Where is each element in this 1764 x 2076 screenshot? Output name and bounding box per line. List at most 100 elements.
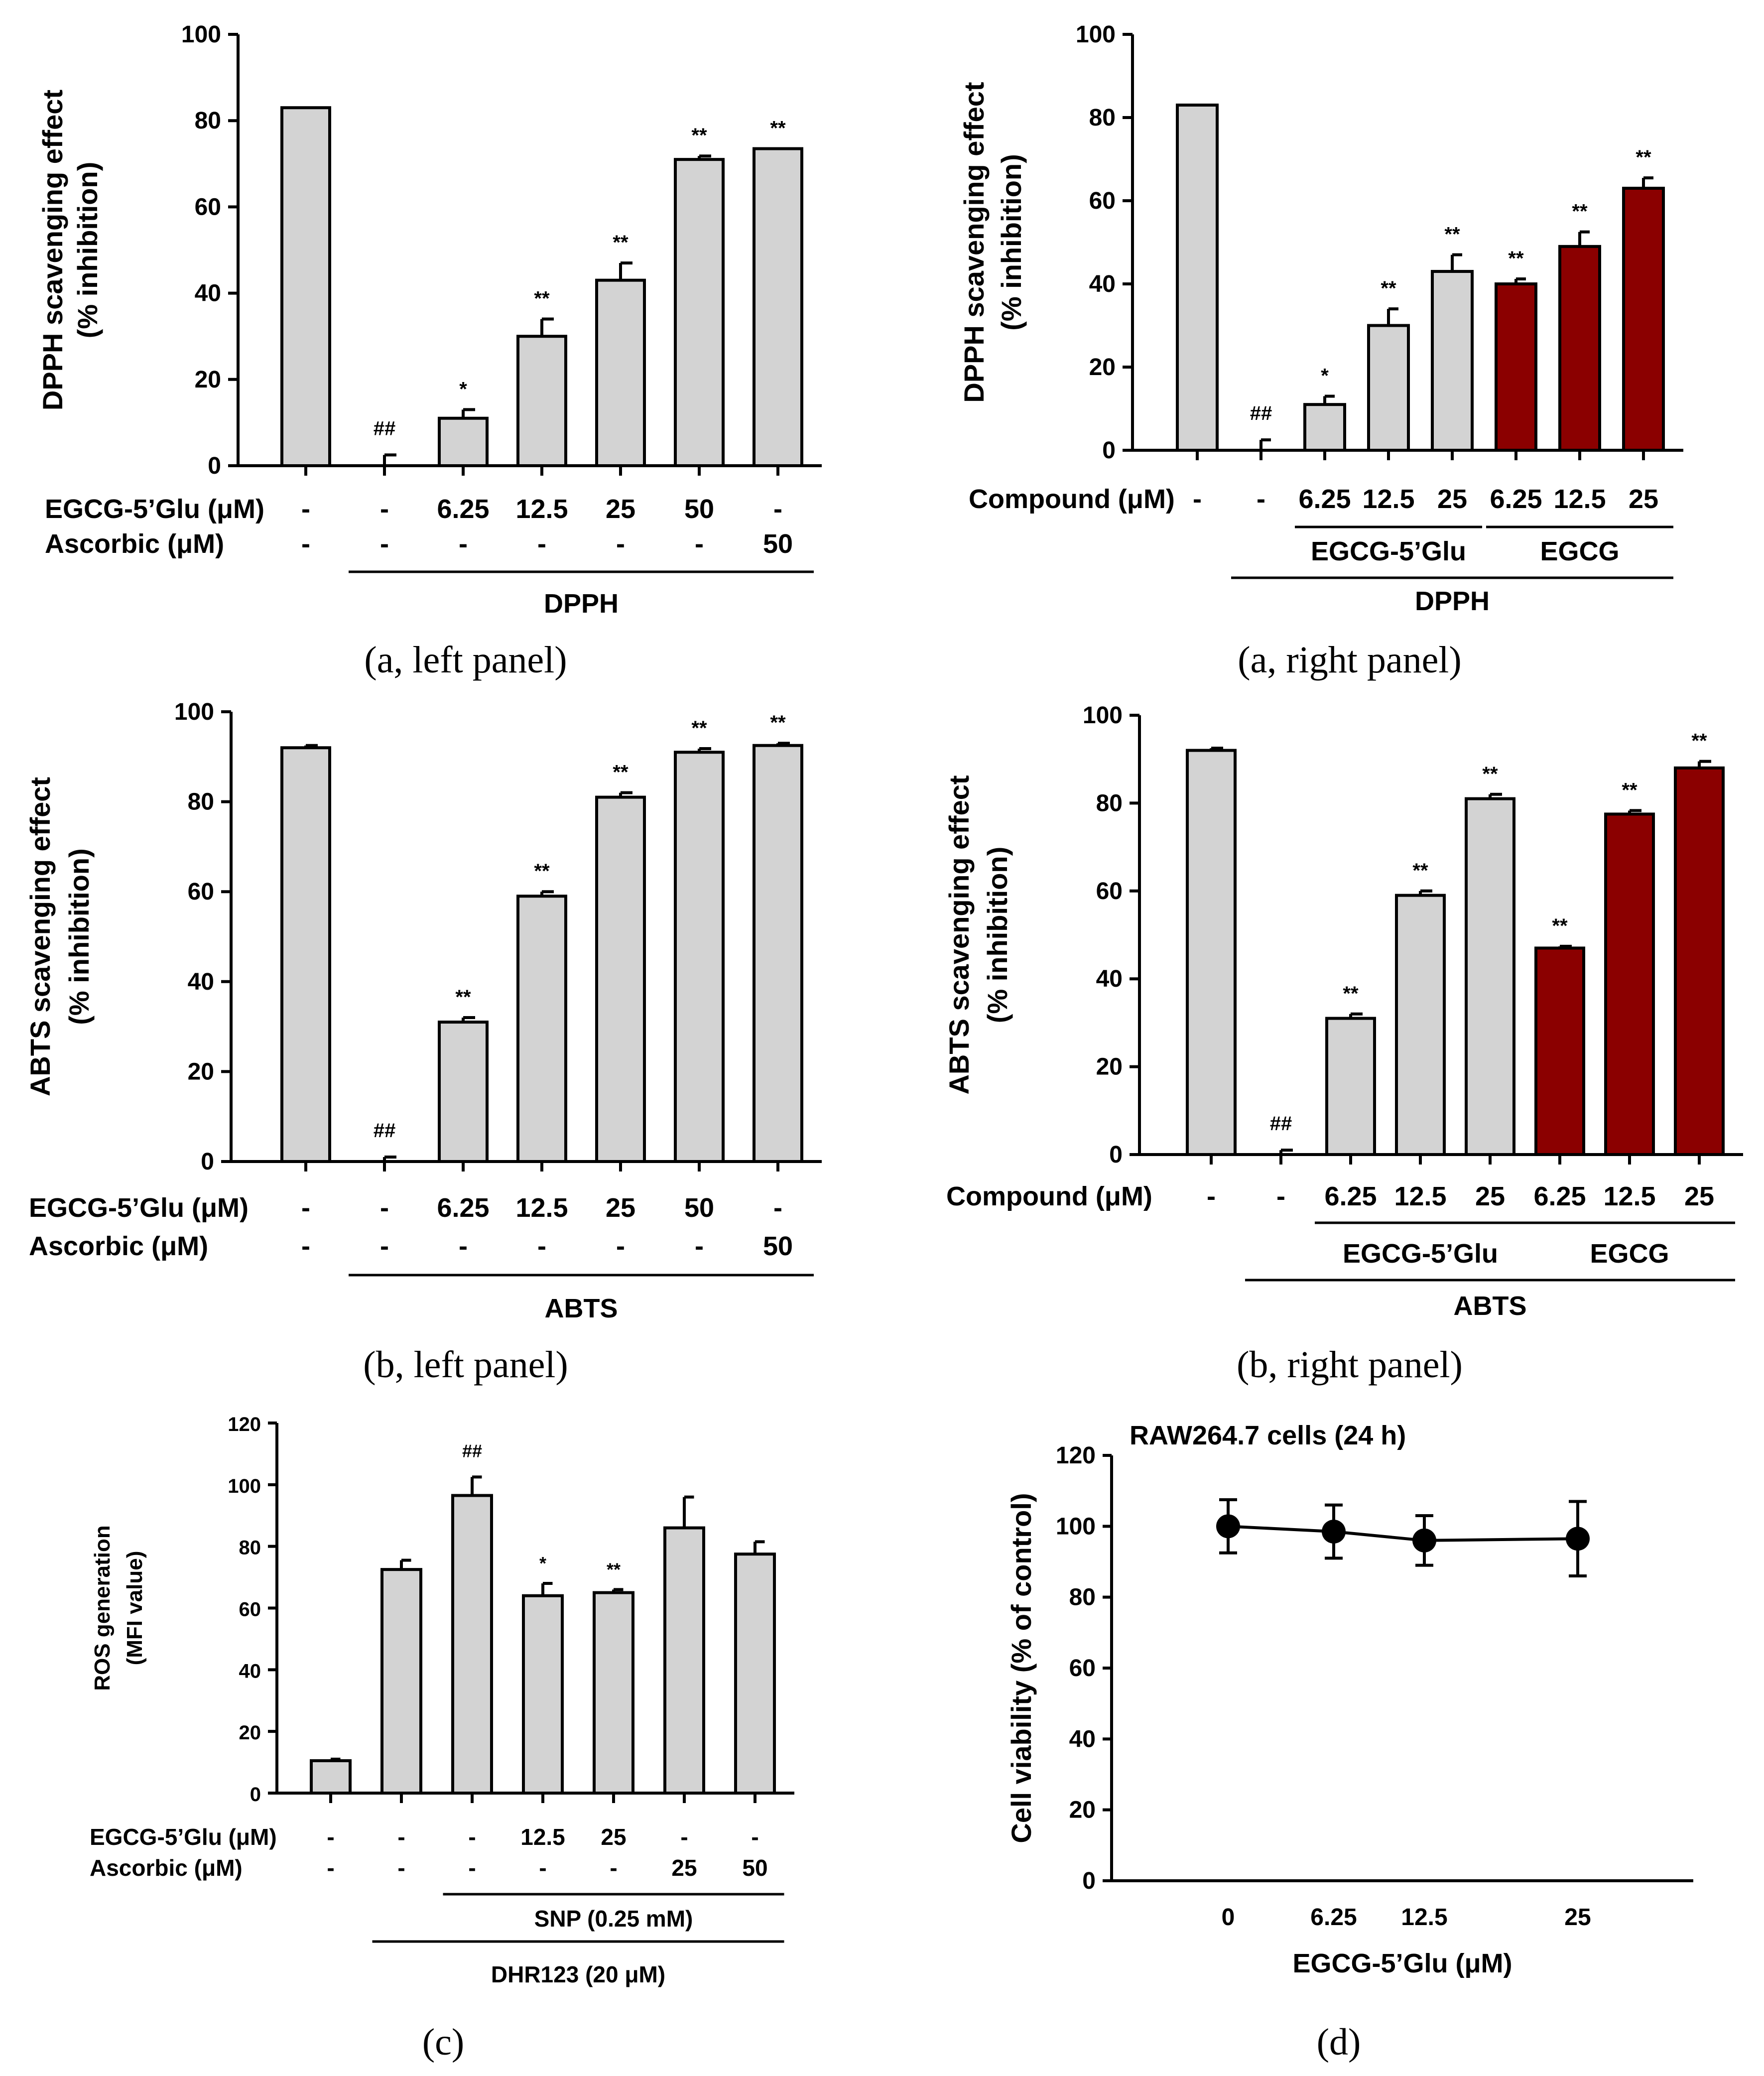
- series-line: [1228, 1525, 1578, 1542]
- significance-label: **: [534, 860, 550, 882]
- condition-value: -: [397, 1855, 405, 1881]
- bar: [1604, 812, 1655, 1156]
- condition-value: -: [537, 1231, 546, 1261]
- condition-value: 25: [1684, 1181, 1714, 1211]
- bar: [595, 795, 646, 1163]
- y-tick-label: 40: [239, 1660, 261, 1682]
- bar: [1186, 749, 1237, 1157]
- significance-label: **: [1381, 277, 1396, 299]
- y-tick-label: 20: [195, 367, 221, 393]
- significance-label: **: [691, 125, 707, 146]
- bar: [1176, 103, 1219, 452]
- significance-label: **: [1412, 860, 1428, 882]
- significance-label: **: [613, 232, 629, 254]
- group-label: ABTS: [1454, 1291, 1527, 1321]
- condition-value: 25: [601, 1824, 626, 1850]
- y-axis-label: Cell viability (% of control): [1006, 1493, 1037, 1843]
- condition-value: 25: [1437, 484, 1467, 514]
- condition-value: -: [695, 1231, 704, 1261]
- y-tick-label: 60: [1069, 1655, 1096, 1682]
- data-point: [1322, 1520, 1346, 1544]
- significance-label: **: [455, 986, 471, 1008]
- y-tick-label: 0: [201, 1149, 214, 1175]
- condition-value: -: [380, 1193, 389, 1223]
- bar: [1395, 894, 1446, 1156]
- condition-value: -: [301, 529, 310, 559]
- significance-label: *: [1321, 365, 1329, 387]
- significance-label: ##: [1270, 1113, 1292, 1135]
- y-tick-label: 60: [1089, 188, 1116, 214]
- significance-label: ##: [374, 1120, 396, 1142]
- y-tick-label: 20: [188, 1058, 214, 1085]
- significance-label: **: [770, 117, 786, 139]
- y-axis-label: ROS generation: [90, 1525, 115, 1691]
- bar: [593, 1591, 634, 1795]
- condition-row-label: EGCG-5’Glu (μM): [90, 1824, 277, 1850]
- bar: [280, 746, 331, 1163]
- condition-value: -: [459, 1231, 468, 1261]
- condition-value: -: [468, 1855, 476, 1881]
- bar: [522, 1594, 564, 1795]
- bar: [753, 147, 803, 467]
- bar: [516, 335, 567, 467]
- panel-caption: (d): [1317, 2021, 1361, 2063]
- significance-label: **: [1482, 763, 1498, 785]
- condition-value: 6.25: [1533, 1181, 1586, 1211]
- significance-label: **: [607, 1559, 621, 1579]
- group-label: DPPH: [1415, 586, 1490, 616]
- y-tick-label: 120: [228, 1414, 261, 1435]
- group-label: EGCG: [1590, 1239, 1669, 1269]
- condition-value: 50: [684, 1193, 714, 1223]
- y-tick-label: 80: [195, 108, 221, 134]
- condition-value: -: [610, 1855, 617, 1881]
- significance-label: ##: [374, 417, 396, 439]
- condition-value: -: [537, 529, 546, 559]
- y-axis-label: ABTS scavenging effect: [943, 775, 975, 1094]
- condition-value: -: [301, 1193, 310, 1223]
- data-point: [1216, 1514, 1240, 1539]
- y-tick-label: 40: [188, 969, 214, 995]
- y-tick-label: 60: [239, 1599, 261, 1621]
- condition-value: 25: [1629, 484, 1658, 514]
- y-axis-label: (% inhibition): [996, 154, 1027, 331]
- y-tick-label: 100: [1076, 21, 1116, 48]
- bar: [310, 1759, 352, 1795]
- y-tick-label: 20: [1069, 1797, 1096, 1823]
- y-axis-label: (% inhibition): [982, 847, 1013, 1024]
- condition-value: -: [616, 1231, 625, 1261]
- panel-caption: (a, right panel): [1238, 639, 1461, 681]
- bar: [674, 158, 725, 467]
- condition-value: 50: [684, 494, 714, 524]
- y-tick-label: 100: [228, 1475, 261, 1497]
- group-label: EGCG: [1540, 536, 1619, 566]
- y-tick-label: 60: [188, 879, 214, 905]
- condition-value: -: [301, 1231, 310, 1261]
- significance-label: **: [691, 717, 707, 739]
- y-tick-label: 40: [1089, 271, 1116, 297]
- condition-value: 6.25: [1490, 484, 1542, 514]
- condition-value: -: [327, 1824, 334, 1850]
- bar: [1534, 946, 1585, 1156]
- significance-label: **: [1636, 146, 1651, 168]
- significance-label: **: [1343, 983, 1359, 1005]
- condition-value: -: [751, 1824, 758, 1850]
- y-tick-label: 100: [1083, 702, 1123, 729]
- y-axis-label: DPPH scavenging effect: [958, 82, 990, 402]
- condition-value: -: [773, 1193, 782, 1223]
- panel-caption: (c): [422, 2021, 464, 2063]
- y-axis-label: (MFI value): [123, 1551, 147, 1666]
- y-tick-label: 0: [1102, 437, 1116, 464]
- panel-a-left: 0 20 40 60 80 100 DPPH scavenging effect (% inh…: [37, 21, 822, 681]
- y-tick-label: 20: [1089, 354, 1116, 381]
- y-tick-label: 120: [1056, 1442, 1096, 1469]
- condition-value: 50: [763, 1231, 793, 1261]
- significance-label: *: [539, 1553, 546, 1573]
- x-tick-label: 0: [1222, 1904, 1235, 1931]
- group-label: DHR123 (20 μM): [491, 1961, 665, 1987]
- y-tick-label: 20: [1096, 1054, 1123, 1080]
- significance-label: **: [1552, 915, 1568, 937]
- bar: [595, 278, 646, 467]
- panel-d: 0 20 40 60 80 100 120 Cell viability (% of cont…: [1006, 1421, 1693, 2063]
- y-tick-label: 100: [181, 21, 221, 48]
